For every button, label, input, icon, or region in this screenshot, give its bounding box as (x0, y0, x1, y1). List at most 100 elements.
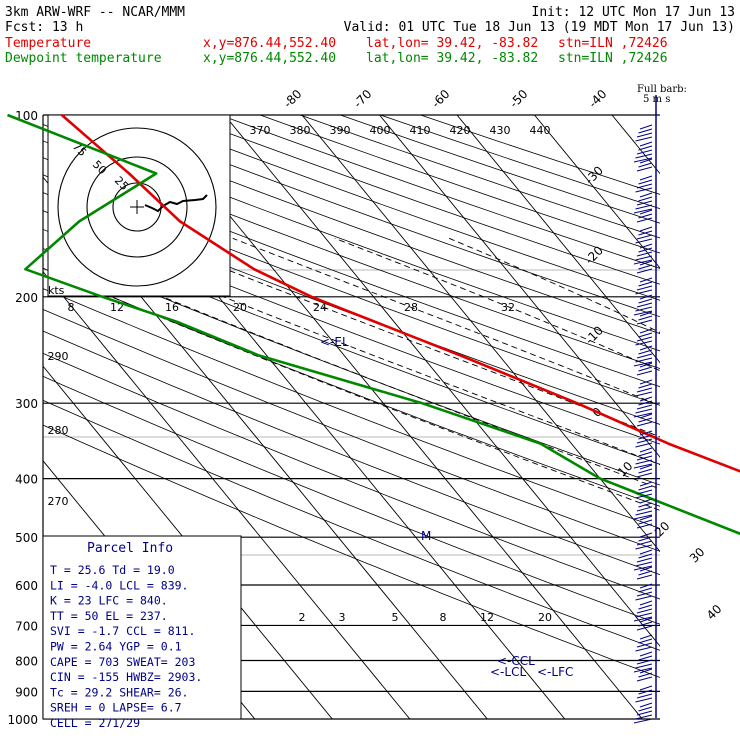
top-temp-label: -80 (281, 87, 305, 111)
wind-barb-flag (639, 566, 653, 572)
theta-lines (43, 115, 660, 678)
wind-barb-flag (636, 506, 653, 512)
theta-line (43, 228, 660, 465)
wind-barb-flag (636, 642, 653, 648)
wind-barb-flag (636, 625, 653, 631)
pressure-label: 500 (15, 531, 38, 545)
parcel-info-row: TT = 50 EL = 237. (50, 609, 168, 623)
legend-dewpoint-xy: x,y=876.44,552.40 (203, 51, 336, 66)
parcel-info-row: Tc = 29.2 SHEAR= 26. (50, 685, 188, 699)
right-temp-label: 30 (687, 545, 708, 566)
isotherm (534, 115, 660, 269)
wind-barb-flag (636, 166, 653, 172)
wind-barb-flag (633, 310, 653, 316)
temperature-trace (60, 114, 740, 473)
isotherm (690, 115, 740, 732)
parcel-info-row: LI = -4.0 LCL = 839. (50, 578, 188, 592)
theta-line (43, 192, 660, 425)
wind-barb-flag (638, 672, 653, 678)
wind-barb-flag (635, 187, 653, 193)
wind-barb-flag (635, 697, 653, 703)
wind-barb-flag (636, 608, 653, 614)
legend-temperature-stn: stn=ILN ,72426 (558, 36, 668, 51)
legend-temperature-xy: x,y=876.44,552.40 (203, 36, 336, 51)
wind-barb-flag (636, 200, 653, 206)
legend-dewpoint-stn: stn=ILN ,72426 (558, 51, 668, 66)
wind-barb-flag (635, 289, 653, 295)
wind-barb-flag (639, 651, 653, 657)
wind-barb-flag (635, 714, 653, 720)
hodograph-speed-label: 32 (501, 301, 515, 314)
top-temp-label: -40 (586, 87, 610, 111)
wind-barb-flag (635, 646, 653, 652)
isotherm (146, 115, 643, 719)
theta-line (300, 115, 660, 239)
wind-barb-flag (635, 153, 653, 159)
wind-barb-flag (633, 208, 653, 214)
wind-barb-flag (639, 124, 653, 130)
wind-barb-flag (638, 502, 653, 508)
hodograph-ring (86, 156, 188, 258)
theta-label: 410 (410, 124, 431, 137)
theta-line (420, 115, 660, 195)
wind-barb-flag (636, 234, 653, 240)
wind-barb-flag (639, 141, 653, 147)
wind-barb-flag (635, 340, 653, 346)
wind-barb-flag (635, 357, 653, 363)
wind-barbs: Full barb:5 m s (633, 84, 687, 724)
theta-line (43, 308, 660, 552)
wind-barb-flag (636, 353, 653, 359)
wind-barb-flag (639, 430, 653, 436)
moist-adiabats (43, 237, 660, 511)
wind-barb-flag (639, 685, 653, 691)
theta-line (259, 115, 660, 254)
wind-barb-flag (638, 655, 653, 661)
mixing-ratio-label: 12 (480, 611, 494, 624)
wind-barb-flag (635, 306, 653, 312)
wind-barb-flag (635, 612, 653, 618)
top-temp-label: -50 (507, 87, 531, 111)
theta-label: 420 (450, 124, 471, 137)
pressure-label: 300 (15, 397, 38, 411)
isotherm (0, 115, 33, 732)
wind-barb-flag (639, 617, 653, 623)
wind-barb-flag (638, 247, 653, 253)
pressure-label: 200 (15, 291, 38, 305)
moist-adiabat (334, 237, 660, 372)
right-temp-label: 40 (704, 602, 725, 623)
wind-barb-flag (636, 659, 653, 665)
wind-barb-flag (633, 259, 653, 265)
wind-barb-flag (638, 128, 653, 134)
wind-barb-flag (636, 676, 653, 682)
wind-barb-flag (638, 349, 653, 355)
pressure-label: 400 (15, 473, 38, 487)
wind-barb-flag (639, 243, 653, 249)
pressure-label: 1000 (7, 713, 38, 727)
wind-barb-flag (633, 565, 653, 571)
parcel-info-row: SVI = -1.7 CCL = 811. (50, 624, 195, 638)
legend-dewpoint: Dewpoint temperature (5, 51, 162, 66)
theta-line (43, 375, 660, 625)
isotherm (43, 365, 333, 719)
wind-barb-flag (636, 251, 653, 257)
wind-barb-flag (638, 400, 653, 406)
wind-barb-flag (633, 361, 653, 367)
hodograph-speed-label: 28 (404, 301, 418, 314)
init-time: Init: 12 UTC Mon 17 Jun 13 (532, 5, 736, 20)
mixing-ratio-label: 3 (339, 611, 346, 624)
wind-barb-flag (638, 468, 653, 474)
parcel-info-row: T = 25.6 Td = 19.0 (50, 563, 175, 577)
wind-barb-flag (636, 302, 653, 308)
wind-barb-flag (639, 294, 653, 300)
theta-label: 290 (48, 350, 69, 363)
wind-barb-flag (638, 230, 653, 236)
wind-barb-flag (639, 260, 653, 266)
wind-barb-flag (635, 408, 653, 414)
pressure-label: 700 (15, 619, 38, 633)
parcel-info-row: PW = 2.64 YGP = 0.1 (50, 640, 182, 654)
wind-barb-flag (639, 515, 653, 521)
hodograph-frame (47, 114, 231, 297)
wind-barb-flag (639, 345, 653, 351)
lfc-marker: <-LFC (537, 665, 573, 679)
